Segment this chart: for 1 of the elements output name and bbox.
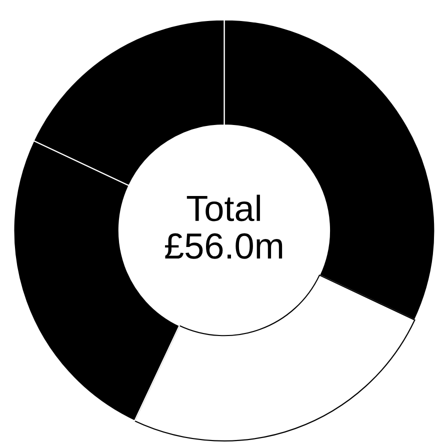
text: Total £56.0m: [165, 194, 282, 259]
